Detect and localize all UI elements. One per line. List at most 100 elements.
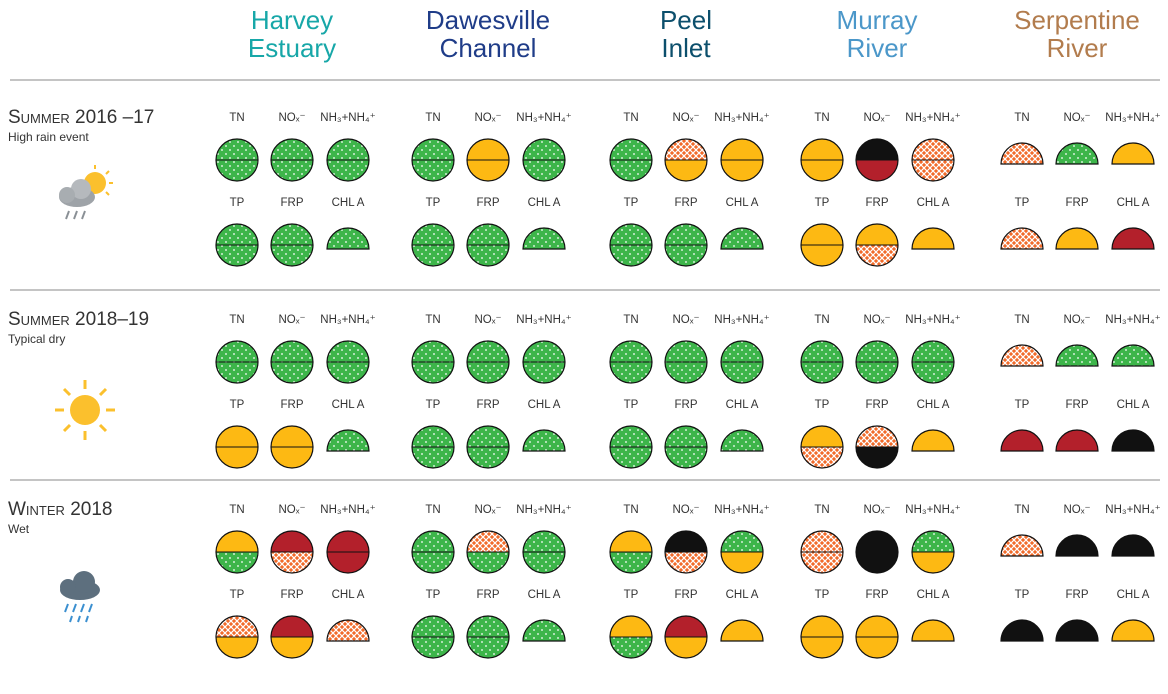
indicator-outline bbox=[522, 138, 566, 182]
indicator-label: NH₃+NH₄⁺ bbox=[516, 314, 571, 326]
indicator-label: NOₓ⁻ bbox=[863, 504, 890, 516]
indicator-label: TN bbox=[1014, 112, 1029, 124]
indicator-half bbox=[665, 139, 707, 160]
indicator-half bbox=[412, 224, 454, 245]
indicator-half bbox=[721, 341, 763, 362]
indicator-half bbox=[1111, 344, 1155, 367]
indicator-half bbox=[1111, 619, 1155, 642]
indicator-label: NH₃+NH₄⁺ bbox=[1105, 504, 1160, 516]
indicator-half bbox=[801, 139, 843, 160]
indicator-half bbox=[523, 139, 565, 160]
indicator-half bbox=[610, 139, 652, 160]
indicator-half bbox=[412, 616, 454, 637]
indicator-label: TP bbox=[1015, 399, 1030, 411]
indicator-outline bbox=[609, 425, 653, 469]
season-title: Winter 2018 bbox=[8, 499, 112, 520]
indicator-label: NH₃+NH₄⁺ bbox=[714, 314, 769, 326]
indicator-half bbox=[912, 341, 954, 362]
indicator-outline bbox=[855, 425, 899, 469]
indicator-half bbox=[801, 552, 843, 573]
indicator-half bbox=[912, 552, 954, 573]
indicator-label: TP bbox=[624, 197, 639, 209]
indicator-label: TP bbox=[230, 197, 245, 209]
indicator-half bbox=[216, 224, 258, 245]
indicator-half bbox=[665, 616, 707, 637]
indicator-half bbox=[271, 139, 313, 160]
indicator-half bbox=[1055, 344, 1099, 367]
indicator-half bbox=[1055, 534, 1099, 557]
indicator-half bbox=[912, 362, 954, 383]
indicator-label: CHL A bbox=[332, 399, 365, 411]
indicator-outline bbox=[326, 138, 370, 182]
indicator-label: TN bbox=[814, 314, 829, 326]
indicator-outline bbox=[270, 223, 314, 267]
indicator-half bbox=[467, 426, 509, 447]
indicator-outline bbox=[466, 530, 510, 574]
indicator-half bbox=[271, 447, 313, 468]
indicator-label: NH₃+NH₄⁺ bbox=[320, 504, 375, 516]
indicator-half bbox=[721, 531, 763, 552]
indicator-label: NOₓ⁻ bbox=[1063, 314, 1090, 326]
indicator-label: FRP bbox=[281, 589, 304, 601]
season-title: Summer 2018–19 bbox=[8, 309, 149, 330]
indicator-half bbox=[522, 227, 566, 250]
indicator-half bbox=[801, 341, 843, 362]
indicator-label: NOₓ⁻ bbox=[278, 112, 305, 124]
indicator-half bbox=[412, 362, 454, 383]
indicator-outline bbox=[664, 138, 708, 182]
indicator-half bbox=[216, 160, 258, 181]
indicator-label: TP bbox=[230, 589, 245, 601]
indicator-half bbox=[216, 616, 258, 637]
indicator-half bbox=[271, 160, 313, 181]
site-name: Serpentine bbox=[1014, 5, 1140, 35]
site-name: River bbox=[1047, 33, 1108, 63]
indicator-label: TN bbox=[623, 504, 638, 516]
indicator-label: TN bbox=[814, 504, 829, 516]
indicator-outline bbox=[664, 223, 708, 267]
indicator-outline bbox=[609, 340, 653, 384]
indicator-half bbox=[467, 139, 509, 160]
site-name: Inlet bbox=[661, 33, 711, 63]
indicator-label: CHL A bbox=[917, 399, 950, 411]
indicator-half bbox=[412, 341, 454, 362]
indicator-half bbox=[856, 341, 898, 362]
indicator-half bbox=[412, 552, 454, 573]
indicator-half bbox=[1055, 142, 1099, 165]
indicator-outline bbox=[911, 530, 955, 574]
indicator-half bbox=[665, 426, 707, 447]
indicator-half bbox=[720, 227, 764, 250]
indicator-half bbox=[911, 227, 955, 250]
indicator-half bbox=[216, 637, 258, 658]
indicator-outline bbox=[270, 340, 314, 384]
indicator-label: TN bbox=[229, 314, 244, 326]
indicator-outline bbox=[800, 425, 844, 469]
indicator-label: TP bbox=[624, 399, 639, 411]
indicator-label: NH₃+NH₄⁺ bbox=[320, 112, 375, 124]
indicator-label: NH₃+NH₄⁺ bbox=[905, 112, 960, 124]
indicator-label: CHL A bbox=[1117, 589, 1150, 601]
indicator-outline bbox=[411, 425, 455, 469]
indicator-outline bbox=[720, 138, 764, 182]
indicator-label: FRP bbox=[477, 589, 500, 601]
indicator-outline bbox=[270, 530, 314, 574]
indicator-half bbox=[1000, 619, 1044, 642]
indicator-half bbox=[216, 447, 258, 468]
indicator-half bbox=[610, 362, 652, 383]
indicator-outline bbox=[720, 530, 764, 574]
indicator-half bbox=[412, 447, 454, 468]
indicator-half bbox=[721, 160, 763, 181]
indicator-half bbox=[467, 160, 509, 181]
indicator-half bbox=[326, 429, 370, 452]
indicator-half bbox=[412, 160, 454, 181]
indicator-outline bbox=[270, 425, 314, 469]
indicator-outline bbox=[800, 340, 844, 384]
site-name: River bbox=[847, 33, 908, 63]
indicator-label: FRP bbox=[477, 399, 500, 411]
indicator-label: TN bbox=[623, 112, 638, 124]
indicator-half bbox=[467, 224, 509, 245]
indicator-half bbox=[1111, 534, 1155, 557]
site-name: Murray bbox=[837, 5, 918, 35]
indicator-outline bbox=[215, 223, 259, 267]
indicator-half bbox=[856, 531, 898, 552]
indicator-label: NH₃+NH₄⁺ bbox=[516, 112, 571, 124]
